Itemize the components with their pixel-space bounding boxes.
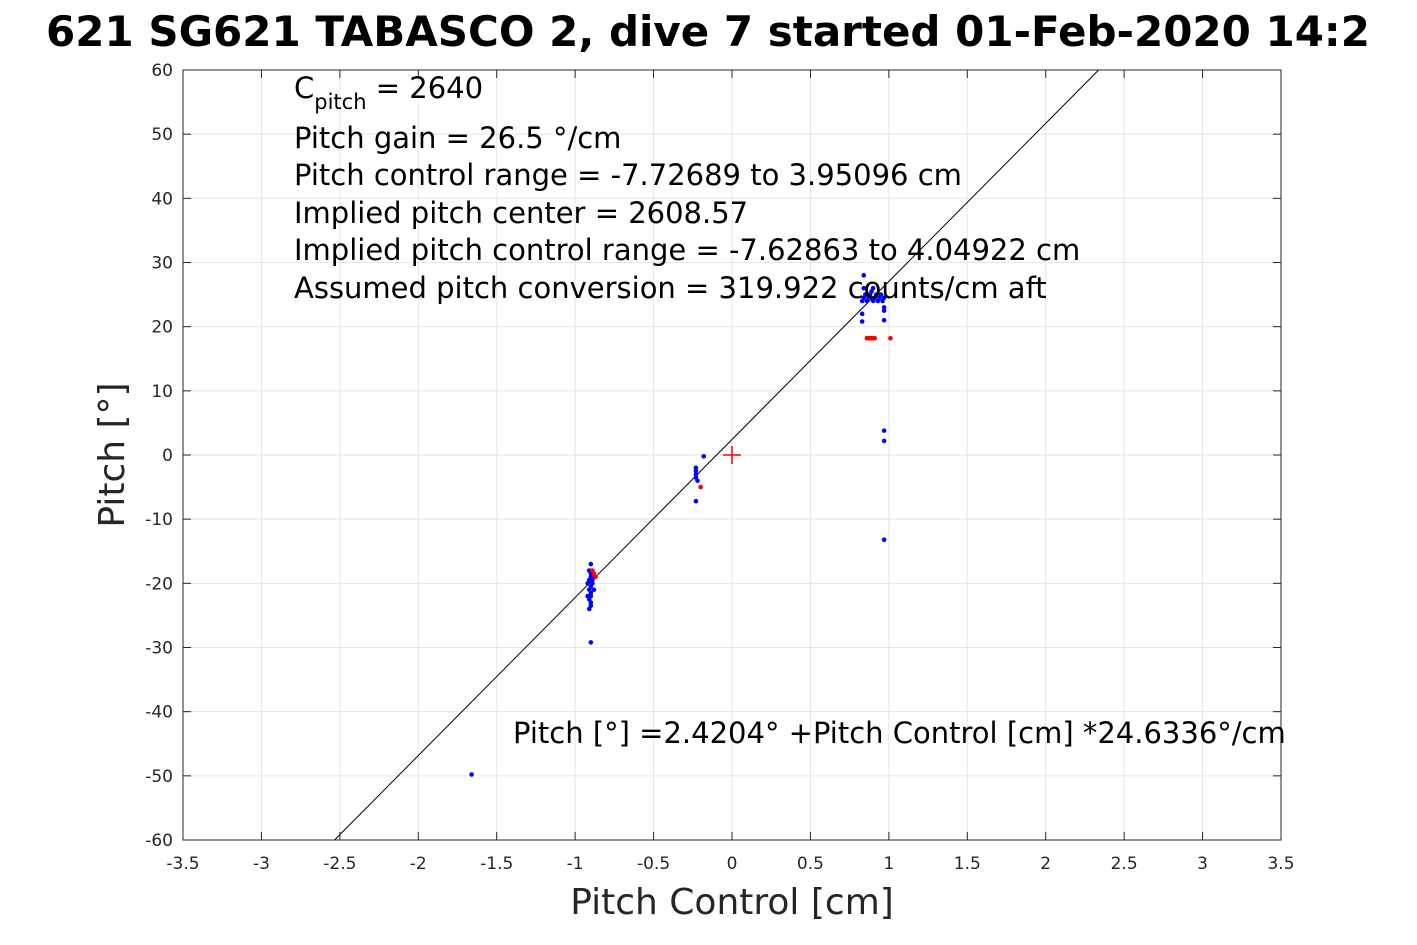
data-point [859, 319, 865, 324]
x-tick-label: 1 [883, 854, 894, 874]
y-tick-label: 0 [162, 446, 173, 466]
y-tick-label: 50 [151, 125, 173, 145]
data-point [585, 581, 590, 586]
y-tick-label: 10 [151, 382, 173, 402]
data-point [588, 600, 594, 605]
data-point [881, 305, 887, 310]
data-point [588, 561, 594, 567]
x-tick-label: -2 [410, 854, 427, 874]
y-tick-label: -20 [145, 574, 173, 594]
pitch-gain-annotation: Pitch gain = 26.5 °/cm [294, 121, 621, 155]
x-axis-label: Pitch Control [cm] [570, 882, 894, 923]
data-point [698, 484, 703, 490]
x-axis-ticks: -3.5 -3 -2.5 -2 -1.5 -1 -0.5 0 0.5 1 1.5 2 2.5 3 3.5 [166, 70, 1295, 874]
data-point [693, 471, 699, 477]
data-point [469, 772, 474, 777]
fit-line [334, 69, 1099, 841]
data-point [586, 606, 592, 612]
center-plus-marker [723, 446, 741, 464]
x-tick-label: 2 [1040, 854, 1051, 874]
data-point [888, 335, 893, 341]
y-tick-label: -60 [145, 831, 173, 851]
data-point [881, 428, 887, 433]
data-point [693, 465, 699, 471]
x-tick-label: -2.5 [323, 854, 356, 874]
data-point [861, 273, 867, 278]
y-tick-label: -30 [145, 639, 173, 659]
data-point [693, 468, 699, 474]
x-tick-label: -1.5 [480, 854, 513, 874]
pitch-control-range-annotation: Pitch control range = -7.72689 to 3.9509… [294, 158, 962, 192]
x-tick-label: 3.5 [1267, 854, 1294, 874]
data-point [859, 311, 865, 317]
data-point [591, 587, 597, 593]
x-tick-label: -1 [567, 854, 584, 874]
grid-lines [182, 69, 1282, 841]
data-point [593, 574, 598, 580]
y-tick-label: 20 [151, 318, 173, 338]
x-tick-label: -0.5 [637, 854, 670, 874]
y-tick-label: 60 [151, 61, 173, 81]
y-tick-label: -10 [145, 510, 173, 530]
x-tick-label: 2.5 [1111, 854, 1138, 874]
y-axis-label: Pitch [°] [92, 382, 133, 527]
data-point [590, 577, 595, 583]
y-tick-label: 40 [151, 189, 173, 209]
data-point [870, 285, 876, 291]
chart-title: 621 SG621 TABASCO 2, dive 7 started 01-F… [46, 7, 1370, 56]
x-tick-label: 1.5 [954, 854, 981, 874]
x-tick-label: 0.5 [797, 854, 824, 874]
x-tick-label: -3.5 [166, 854, 199, 874]
x-tick-label: 3 [1197, 854, 1208, 874]
data-point [693, 498, 699, 504]
implied-pitch-center-annotation: Implied pitch center = 2608.57 [294, 196, 748, 230]
data-point [881, 537, 887, 542]
y-tick-label: -50 [145, 767, 173, 787]
assumed-pitch-conversion-annotation: Assumed pitch conversion = 319.922 count… [294, 271, 1047, 305]
y-tick-label: -40 [145, 703, 173, 723]
y-tick-label: 30 [151, 254, 173, 274]
implied-pitch-control-range-annotation: Implied pitch control range = -7.62863 t… [294, 233, 1080, 267]
data-point [881, 308, 887, 313]
data-point [881, 317, 887, 323]
fit-line-layer [334, 69, 1099, 841]
data-point [585, 593, 590, 599]
x-tick-label: 0 [727, 854, 738, 874]
y-axis-ticks: 60 50 40 30 20 10 0 -10 -20 -30 -40 -50 -60 [145, 61, 1281, 851]
data-point [872, 335, 878, 341]
x-tick-label: -3 [253, 854, 270, 874]
data-point [861, 285, 867, 291]
data-point [588, 590, 594, 596]
data-point [701, 453, 707, 459]
data-point [588, 640, 594, 645]
c-pitch-annotation: Cpitch = 2640 [294, 71, 483, 114]
fit-equation-annotation: Pitch [°] =2.4204° +Pitch Control [cm] *… [513, 716, 1286, 750]
data-point [874, 292, 879, 297]
data-point [881, 295, 887, 301]
data-point [878, 292, 884, 297]
data-points [469, 273, 893, 777]
data-point [881, 438, 887, 444]
data-point [695, 478, 700, 483]
data-point [590, 568, 595, 573]
data-point [863, 292, 868, 297]
center-marker-layer [723, 446, 741, 464]
